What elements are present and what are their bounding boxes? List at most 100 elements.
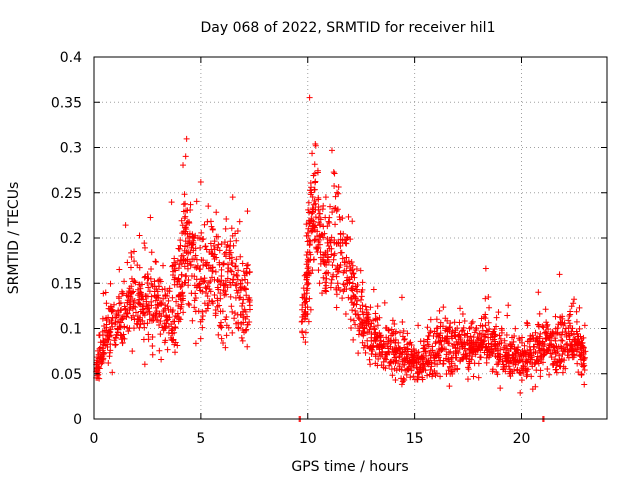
data-point (130, 278, 137, 285)
data-point (543, 335, 550, 342)
data-point (178, 282, 185, 289)
data-point (459, 327, 466, 334)
data-point (220, 339, 227, 346)
data-point (489, 368, 496, 375)
data-point (485, 340, 492, 347)
data-point (165, 306, 172, 313)
data-point (509, 341, 516, 348)
data-point (155, 292, 162, 299)
data-point (185, 282, 192, 289)
y-tick-label: 0.2 (60, 231, 82, 247)
data-point (407, 351, 414, 358)
data-point (428, 363, 435, 370)
data-point (456, 331, 463, 338)
data-point (129, 289, 136, 296)
data-point (222, 225, 229, 232)
data-point (96, 365, 103, 372)
y-tick-label: 0 (73, 412, 82, 428)
data-point (305, 280, 312, 287)
x-axis-ticks: 0 5 10 15 20 (90, 57, 530, 447)
data-point (109, 369, 116, 376)
data-point (435, 334, 442, 341)
data-point (437, 337, 444, 344)
data-point (148, 302, 155, 309)
data-point (352, 307, 359, 314)
y-tick-label: 0.15 (51, 276, 82, 292)
data-point (407, 374, 414, 381)
data-point (218, 273, 225, 280)
data-point (343, 254, 350, 261)
data-point (235, 324, 242, 331)
data-point (164, 346, 171, 353)
data-point (212, 312, 219, 319)
data-point (565, 354, 572, 361)
data-point (176, 246, 183, 253)
data-point (423, 352, 430, 359)
data-point (356, 327, 363, 334)
data-point (530, 343, 537, 350)
data-point (349, 280, 356, 287)
data-point (205, 265, 212, 272)
data-point (151, 278, 158, 285)
data-point (178, 217, 185, 224)
data-point (468, 320, 475, 327)
data-point (161, 320, 168, 327)
data-point (486, 326, 493, 333)
data-point (217, 290, 224, 297)
data-point (355, 331, 362, 338)
data-point (139, 310, 146, 317)
y-axis-label: SRMTID / TECUs (6, 182, 22, 295)
data-point (180, 162, 187, 169)
data-point (442, 327, 449, 334)
data-point (399, 378, 406, 385)
data-point (157, 318, 164, 325)
data-point (447, 320, 454, 327)
data-point (175, 275, 182, 282)
data-point (446, 383, 453, 390)
data-point (128, 283, 135, 290)
data-point (182, 153, 189, 160)
data-point (371, 331, 378, 338)
data-point (303, 276, 310, 283)
data-point (323, 282, 330, 289)
data-point (137, 321, 144, 328)
data-point (304, 285, 311, 292)
data-point (311, 223, 318, 230)
data-point (320, 274, 327, 281)
data-point (228, 254, 235, 261)
data-point (526, 338, 533, 345)
data-point (315, 267, 322, 274)
data-point (568, 347, 575, 354)
data-point (486, 304, 493, 311)
data-point (562, 329, 569, 336)
data-point (194, 262, 201, 269)
data-point (404, 330, 411, 337)
data-point (307, 270, 314, 277)
data-point (514, 346, 521, 353)
data-point (312, 140, 319, 147)
data-point (145, 284, 152, 291)
data-point (568, 303, 575, 310)
data-point (222, 277, 229, 284)
data-point (523, 368, 530, 375)
data-point (473, 325, 480, 332)
data-point (543, 319, 550, 326)
data-point (242, 308, 249, 315)
data-point (213, 233, 220, 240)
data-point (451, 362, 458, 369)
data-point (176, 315, 183, 322)
data-point (399, 318, 406, 325)
data-point (482, 322, 489, 329)
data-point (228, 303, 235, 310)
data-point (134, 286, 141, 293)
data-point (238, 334, 245, 341)
data-point (537, 330, 544, 337)
data-point (197, 244, 204, 251)
data-point (574, 346, 581, 353)
data-point (332, 193, 339, 200)
data-point (206, 286, 213, 293)
data-point (305, 257, 312, 264)
data-point (239, 337, 246, 344)
data-point (187, 201, 194, 208)
data-point (344, 234, 351, 241)
